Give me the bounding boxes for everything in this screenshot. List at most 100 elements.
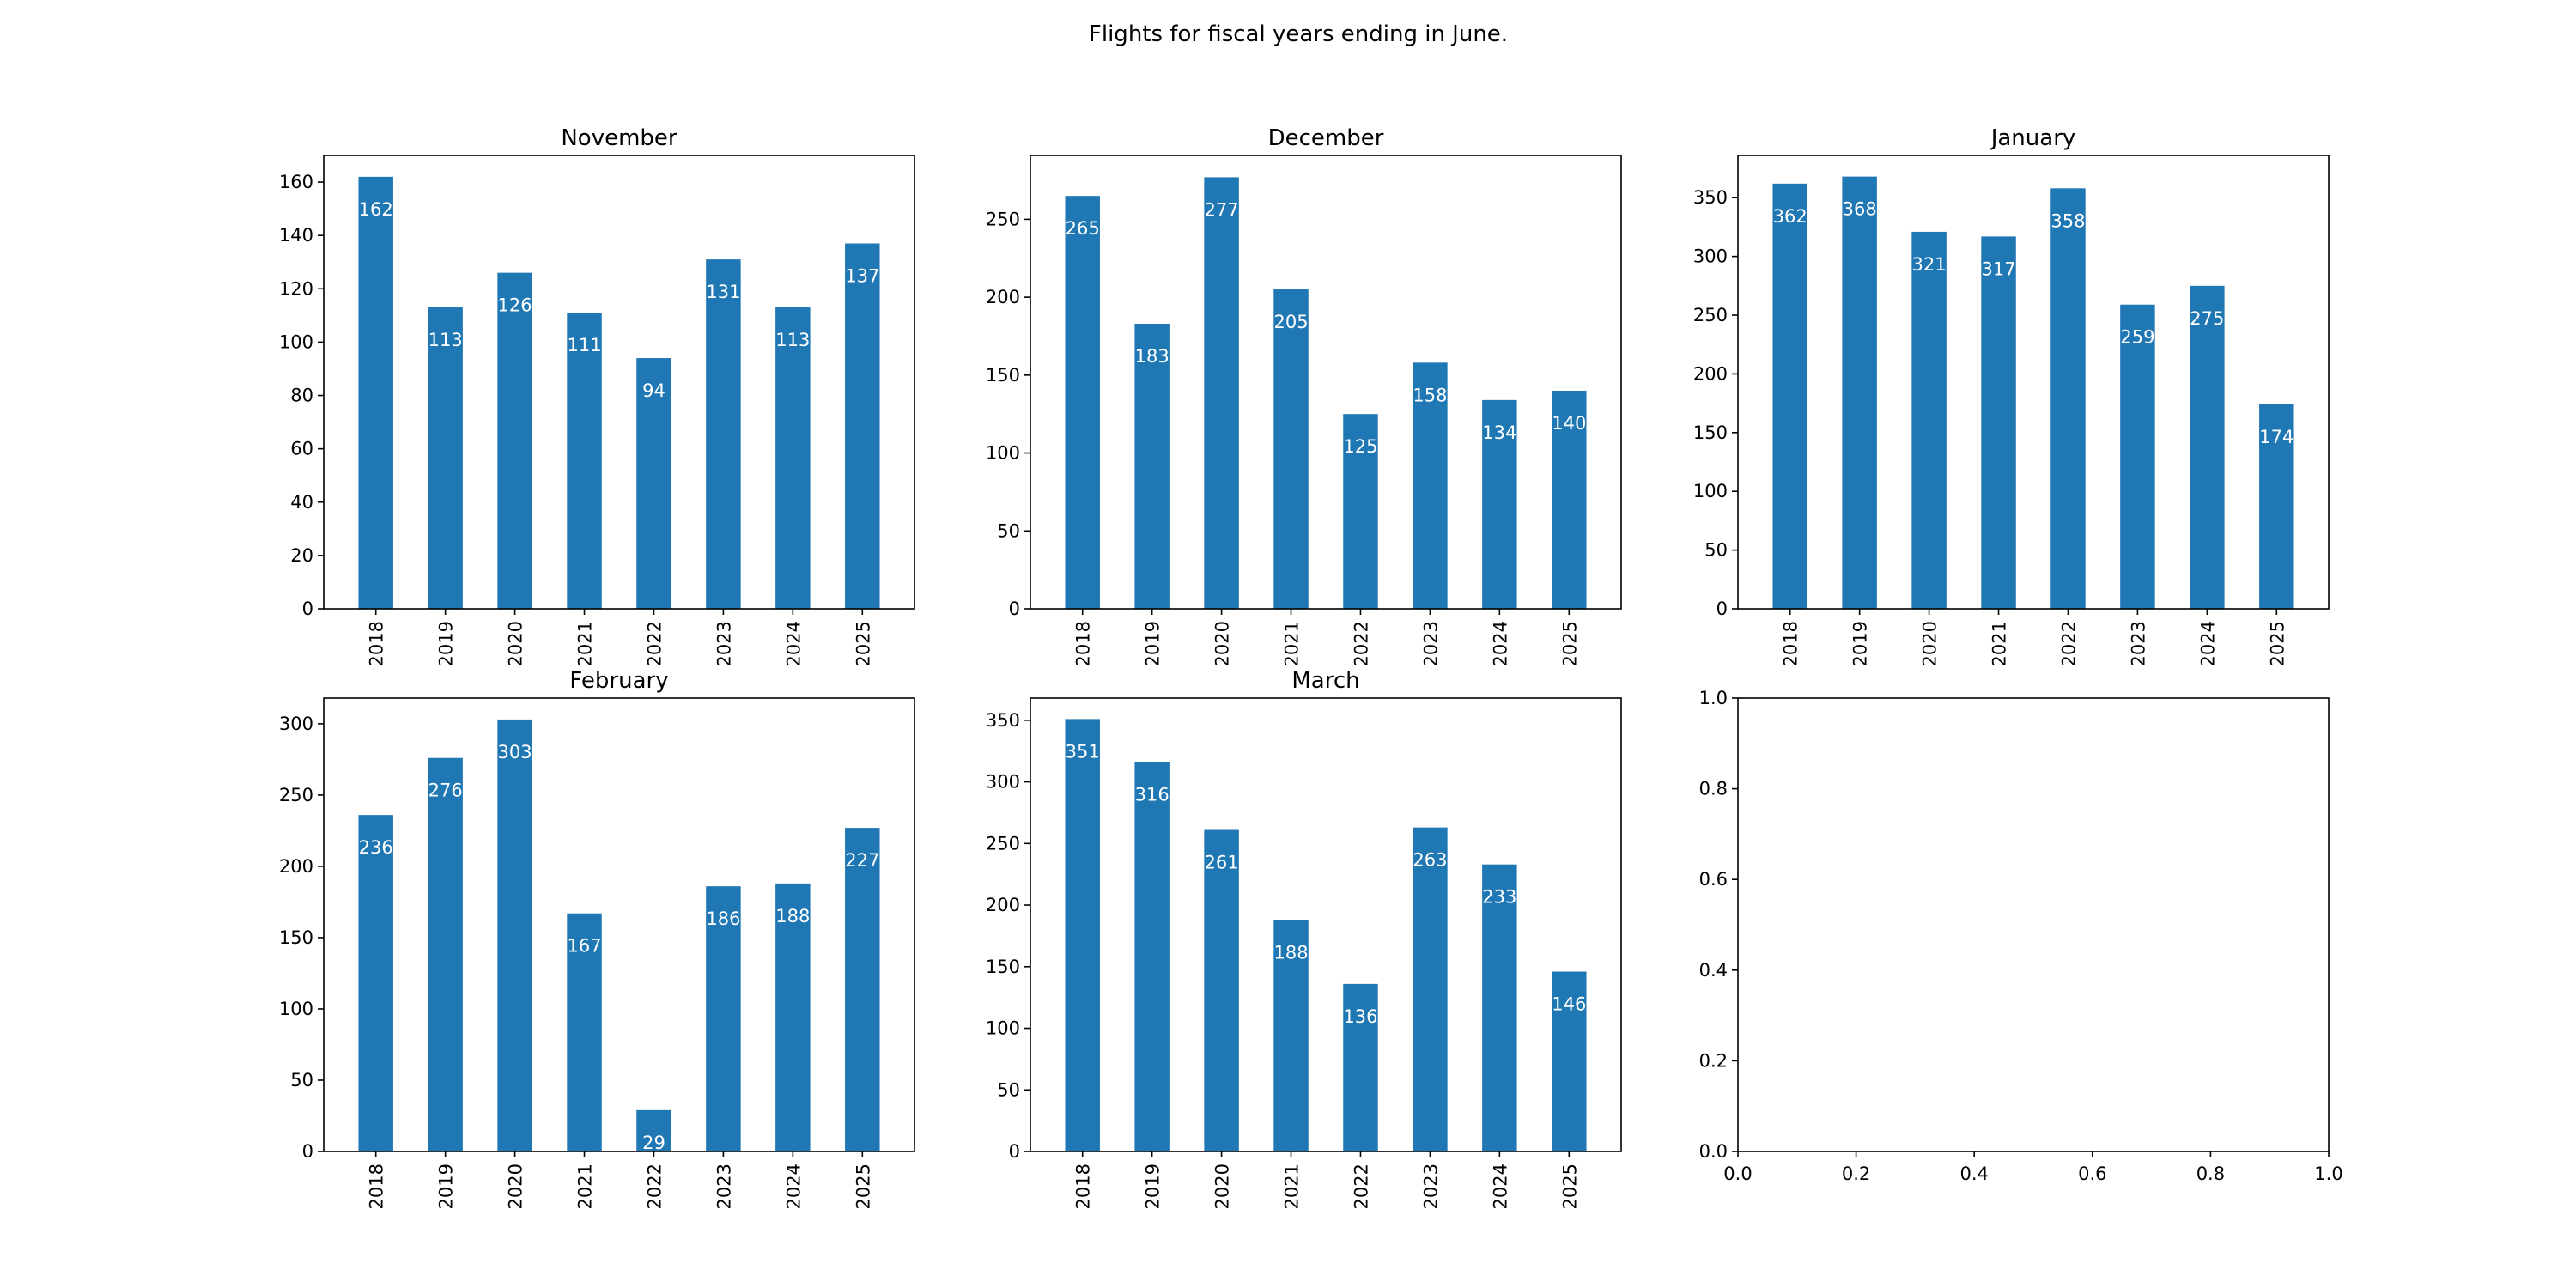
x-tick-label: 2022 [644, 621, 665, 666]
bar-2019 [428, 307, 463, 609]
y-tick-label: 0 [1009, 598, 1020, 619]
bar-value-label: 188 [1273, 942, 1308, 963]
bar-value-label: 259 [2120, 327, 2154, 348]
y-tick-label: 100 [1693, 481, 1728, 501]
x-tick-label: 2025 [853, 621, 873, 666]
y-tick-label: 50 [1704, 540, 1728, 561]
bar-value-label: 125 [1343, 436, 1377, 457]
x-tick-label: 2021 [1282, 621, 1303, 666]
y-tick-label: 150 [1693, 422, 1728, 443]
y-tick-label: 50 [997, 1079, 1020, 1100]
bar-value-label: 351 [1066, 741, 1100, 762]
axes-frame [1737, 155, 2330, 610]
y-tick-label: 0.2 [1699, 1050, 1728, 1071]
x-tick-label: 2023 [714, 621, 734, 666]
x-tick-label: 2024 [1490, 1163, 1510, 1209]
x-tick-label: 2024 [783, 621, 804, 666]
bar-2020 [497, 719, 532, 1151]
bar-2023 [706, 886, 741, 1151]
x-tick-label: 2018 [367, 1163, 387, 1209]
bar-2024 [1482, 399, 1517, 609]
y-tick-label: 100 [279, 331, 313, 352]
bar-2021 [1981, 236, 2016, 609]
x-tick-label: 2019 [1143, 621, 1163, 666]
y-tick-label: 80 [290, 386, 313, 406]
bar-value-label: 137 [845, 265, 879, 286]
y-tick-label: 0.8 [1699, 779, 1728, 799]
y-tick-label: 300 [279, 714, 313, 734]
bar-2019 [1842, 176, 1877, 609]
bar-2020 [1911, 231, 1947, 609]
y-tick-label: 0 [1009, 1141, 1020, 1162]
x-tick-label: 2022 [644, 1163, 665, 1209]
chart-panel-november: November 162 2018 113 2019 126 2020 111 2021 94 20… [279, 125, 915, 666]
chart-panel-january: January 362 2018 368 2019 321 2020 317 2021 358 20… [1693, 125, 2330, 666]
x-tick-label: 2022 [2058, 621, 2079, 666]
bar-2019 [428, 757, 463, 1151]
bar-value-label: 136 [1343, 1006, 1377, 1027]
axes-frame [1737, 697, 2330, 1152]
bar-2023 [1413, 827, 1448, 1151]
bar-2019 [1134, 323, 1170, 609]
bar-value-label: 277 [1205, 199, 1239, 220]
y-tick-label: 200 [1693, 363, 1728, 384]
axes-frame [323, 155, 915, 610]
y-tick-label: 100 [279, 999, 313, 1019]
x-tick-label: 2022 [1351, 621, 1371, 666]
y-tick-label: 0.6 [1699, 869, 1728, 890]
x-tick-label: 2020 [1212, 1163, 1233, 1209]
chart-panel-march: March 351 2018 316 2019 261 2020 188 2021 136 2022… [986, 668, 1622, 1209]
y-tick-label: 300 [1693, 246, 1728, 267]
bar-2025 [1552, 390, 1587, 609]
bar-value-label: 263 [1413, 850, 1447, 871]
x-tick-label: 2020 [1212, 621, 1233, 666]
x-tick-label: 2020 [1920, 621, 1941, 666]
chart-title: January [1990, 125, 2076, 151]
bar-value-label: 236 [359, 837, 393, 858]
bar-value-label: 358 [2050, 210, 2085, 231]
y-tick-label: 100 [986, 443, 1020, 464]
bar-value-label: 233 [1482, 887, 1516, 908]
y-tick-label: 120 [279, 278, 313, 299]
bar-2024 [2190, 285, 2225, 609]
y-tick-label: 1.0 [1699, 688, 1728, 708]
y-tick-label: 40 [290, 492, 313, 513]
bar-2025 [1552, 971, 1587, 1151]
x-tick-label: 2023 [714, 1163, 734, 1209]
bar-value-label: 29 [642, 1133, 665, 1153]
bar-value-label: 188 [775, 906, 810, 927]
y-tick-label: 150 [279, 927, 313, 948]
bar-2023 [2120, 304, 2155, 609]
bar-value-label: 316 [1135, 785, 1170, 805]
x-tick-label: 0.4 [1959, 1163, 1988, 1184]
y-tick-label: 50 [290, 1070, 313, 1091]
chart-title: March [1291, 668, 1359, 694]
bar-2021 [1273, 289, 1309, 609]
bar-2025 [845, 243, 880, 609]
bar-2021 [1273, 920, 1309, 1151]
bar-value-label: 146 [1552, 994, 1586, 1015]
x-tick-label: 2025 [853, 1163, 873, 1209]
y-tick-label: 300 [986, 772, 1020, 793]
y-tick-label: 60 [290, 439, 313, 459]
bar-value-label: 167 [567, 936, 601, 957]
x-tick-label: 2021 [1990, 621, 2010, 666]
axes-frame [1030, 155, 1622, 610]
x-tick-label: 2023 [1420, 621, 1441, 666]
bar-value-label: 126 [498, 295, 532, 316]
x-tick-label: 2021 [575, 621, 596, 666]
bar-value-label: 227 [845, 850, 879, 871]
bar-2018 [1065, 719, 1100, 1151]
x-tick-label: 2024 [1490, 621, 1510, 666]
x-tick-label: 0.6 [2078, 1163, 2106, 1184]
bar-2023 [706, 259, 741, 609]
y-tick-label: 0 [302, 1141, 313, 1162]
x-tick-label: 0.2 [1842, 1163, 1870, 1184]
x-tick-label: 2018 [1781, 621, 1801, 666]
x-tick-label: 2023 [2128, 621, 2148, 666]
bar-value-label: 131 [706, 282, 740, 302]
y-tick-label: 0.0 [1699, 1141, 1728, 1162]
bar-2018 [1772, 183, 1807, 609]
y-tick-label: 200 [986, 287, 1020, 307]
bar-2025 [2259, 404, 2294, 609]
